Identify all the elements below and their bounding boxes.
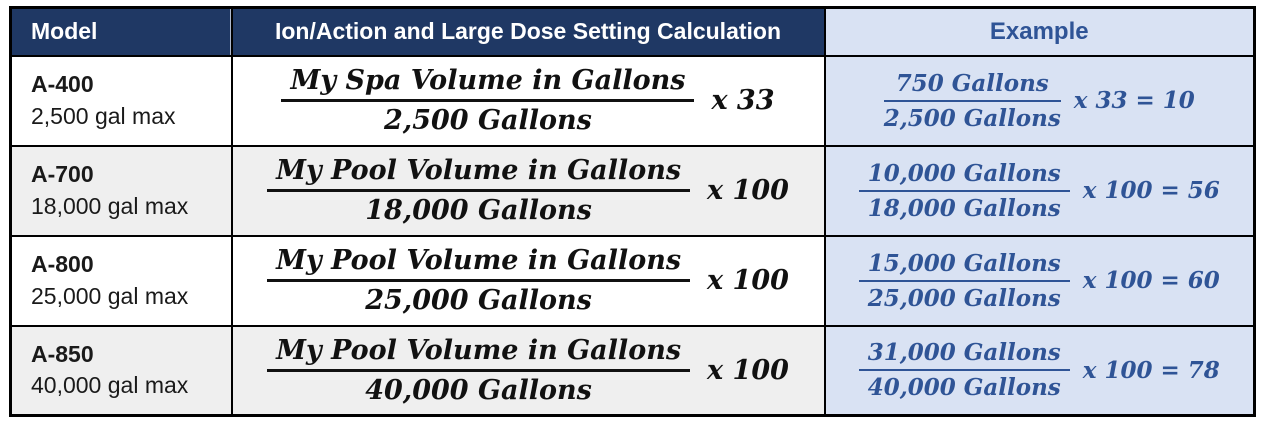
fraction: 10,000 Gallons 18,000 Gallons — [858, 160, 1070, 222]
example-cell: 10,000 Gallons 18,000 Gallons x 100 = 56 — [823, 144, 1256, 237]
fraction-numerator: My Pool Volume in Gallons — [267, 245, 691, 282]
multiplier-result: x 100 = 56 — [1082, 177, 1220, 204]
example-cell: 750 Gallons 2,500 Gallons x 33 = 10 — [823, 54, 1256, 147]
fraction-numerator: 10,000 Gallons — [858, 160, 1070, 192]
model-name: A-850 — [31, 341, 94, 368]
header-row: Model Ion/Action and Large Dose Setting … — [9, 6, 1256, 57]
model-capacity: 18,000 gal max — [31, 192, 189, 219]
example-formula: 750 Gallons 2,500 Gallons x 33 = 10 — [826, 70, 1254, 132]
example-cell: 31,000 Gallons 40,000 Gallons x 100 = 78 — [823, 324, 1256, 417]
model-name: A-400 — [31, 71, 94, 98]
table-row-a400: A-400 2,500 gal max My Spa Volume in Gal… — [9, 54, 1256, 147]
fraction-denominator: 18,000 Gallons — [365, 195, 592, 226]
multiplier: x 100 — [707, 175, 789, 206]
header-calculation: Ion/Action and Large Dose Setting Calcul… — [230, 6, 826, 57]
model-cell: A-850 40,000 gal max — [9, 324, 233, 417]
fraction: My Pool Volume in Gallons 18,000 Gallons — [267, 155, 691, 226]
model-cell: A-800 25,000 gal max — [9, 234, 233, 327]
fraction-numerator: 750 Gallons — [883, 70, 1061, 102]
example-formula: 31,000 Gallons 40,000 Gallons x 100 = 78 — [826, 339, 1254, 401]
table-row-a800: A-800 25,000 gal max My Pool Volume in G… — [9, 234, 1256, 327]
multiplier: x 33 — [711, 85, 775, 116]
fraction-numerator: My Pool Volume in Gallons — [267, 335, 691, 372]
fraction-numerator: My Spa Volume in Gallons — [281, 65, 695, 102]
model-cell: A-700 18,000 gal max — [9, 144, 233, 237]
fraction-denominator: 25,000 Gallons — [867, 284, 1061, 312]
model-capacity: 40,000 gal max — [31, 372, 189, 399]
calculation-cell: My Spa Volume in Gallons 2,500 Gallons x… — [230, 54, 826, 147]
dose-setting-table: Model Ion/Action and Large Dose Setting … — [9, 6, 1256, 417]
multiplier: x 100 — [707, 265, 789, 296]
fraction-numerator: 31,000 Gallons — [858, 339, 1070, 372]
model-capacity: 25,000 gal max — [31, 282, 189, 309]
calculation-cell: My Pool Volume in Gallons 25,000 Gallons… — [230, 234, 826, 327]
fraction: My Pool Volume in Gallons 25,000 Gallons — [267, 245, 691, 316]
calculation-formula: My Pool Volume in Gallons 18,000 Gallons… — [233, 155, 824, 226]
fraction: 15,000 Gallons 25,000 Gallons — [858, 250, 1070, 312]
calculation-cell: My Pool Volume in Gallons 18,000 Gallons… — [230, 144, 826, 237]
header-model: Model — [9, 6, 233, 57]
fraction-denominator: 25,000 Gallons — [365, 285, 592, 316]
fraction: My Spa Volume in Gallons 2,500 Gallons — [281, 65, 695, 136]
fraction: 31,000 Gallons 40,000 Gallons — [858, 339, 1070, 402]
fraction: 750 Gallons 2,500 Gallons — [883, 70, 1061, 132]
model-cell: A-400 2,500 gal max — [9, 54, 233, 147]
calculation-formula: My Spa Volume in Gallons 2,500 Gallons x… — [233, 65, 824, 136]
calculation-formula: My Pool Volume in Gallons 25,000 Gallons… — [233, 245, 824, 316]
model-name: A-800 — [31, 251, 94, 278]
example-cell: 15,000 Gallons 25,000 Gallons x 100 = 60 — [823, 234, 1256, 327]
fraction-denominator: 18,000 Gallons — [867, 194, 1061, 222]
multiplier-result: x 33 = 10 — [1073, 87, 1195, 114]
calculation-cell: My Pool Volume in Gallons 40,000 Gallons… — [230, 324, 826, 417]
multiplier: x 100 — [707, 354, 789, 386]
fraction-numerator: 15,000 Gallons — [858, 250, 1070, 282]
multiplier-result: x 100 = 60 — [1082, 267, 1220, 294]
table-row-a850: A-850 40,000 gal max My Pool Volume in G… — [9, 324, 1256, 417]
table-body: A-400 2,500 gal max My Spa Volume in Gal… — [9, 54, 1256, 417]
calculation-formula: My Pool Volume in Gallons 40,000 Gallons… — [233, 335, 824, 406]
fraction-denominator: 2,500 Gallons — [384, 105, 592, 136]
multiplier-result: x 100 = 78 — [1082, 356, 1220, 384]
table-header: Model Ion/Action and Large Dose Setting … — [9, 6, 1256, 57]
header-example: Example — [823, 6, 1256, 57]
example-formula: 10,000 Gallons 18,000 Gallons x 100 = 56 — [826, 160, 1254, 222]
fraction-denominator: 2,500 Gallons — [883, 104, 1061, 132]
fraction-denominator: 40,000 Gallons — [365, 374, 592, 406]
fraction: My Pool Volume in Gallons 40,000 Gallons — [267, 335, 691, 406]
fraction-numerator: My Pool Volume in Gallons — [267, 155, 691, 192]
table-row-a700: A-700 18,000 gal max My Pool Volume in G… — [9, 144, 1256, 237]
fraction-denominator: 40,000 Gallons — [867, 374, 1061, 402]
example-formula: 15,000 Gallons 25,000 Gallons x 100 = 60 — [826, 250, 1254, 312]
model-capacity: 2,500 gal max — [31, 102, 176, 129]
model-name: A-700 — [31, 161, 94, 188]
